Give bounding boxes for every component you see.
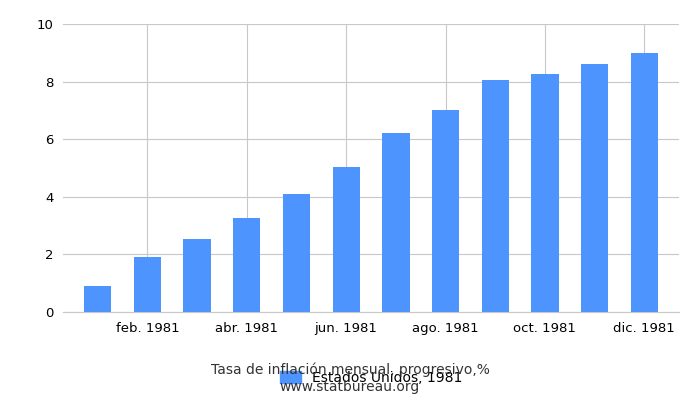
Bar xyxy=(283,194,310,312)
Bar xyxy=(581,64,608,312)
Bar xyxy=(183,238,211,312)
Legend: Estados Unidos, 1981: Estados Unidos, 1981 xyxy=(280,371,462,385)
Bar xyxy=(332,166,360,312)
Bar xyxy=(84,286,111,312)
Text: Tasa de inflación mensual, progresivo,%: Tasa de inflación mensual, progresivo,% xyxy=(211,363,489,377)
Bar xyxy=(482,80,509,312)
Bar xyxy=(531,74,559,312)
Bar xyxy=(631,53,658,312)
Bar xyxy=(233,218,260,312)
Bar xyxy=(134,257,161,312)
Bar xyxy=(382,134,410,312)
Bar xyxy=(432,110,459,312)
Text: www.statbureau.org: www.statbureau.org xyxy=(280,380,420,394)
